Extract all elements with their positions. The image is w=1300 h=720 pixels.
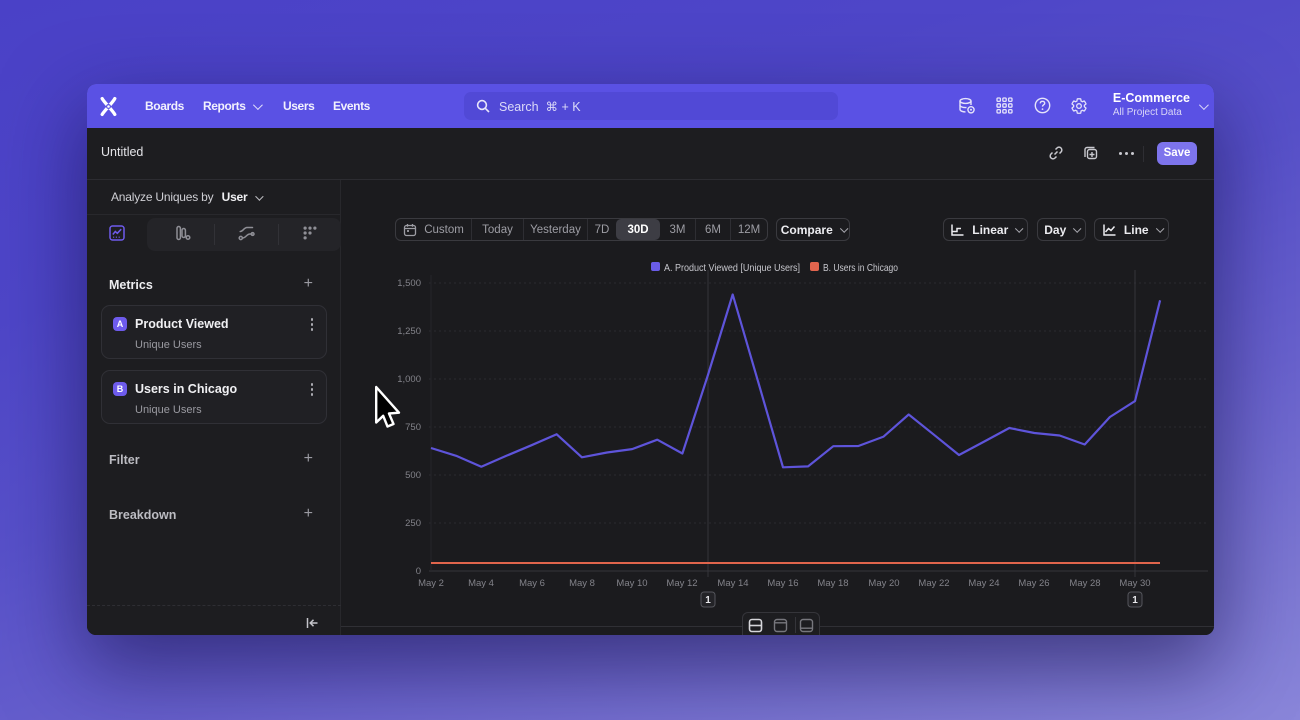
svg-text:1: 1 <box>705 595 711 606</box>
svg-text:0: 0 <box>416 566 421 577</box>
svg-text:May 14: May 14 <box>717 578 748 589</box>
svg-text:May 28: May 28 <box>1069 578 1100 589</box>
svg-text:May 8: May 8 <box>569 578 595 589</box>
svg-text:750: 750 <box>405 422 421 433</box>
svg-text:1,500: 1,500 <box>397 278 421 289</box>
svg-text:May 6: May 6 <box>519 578 545 589</box>
svg-text:May 12: May 12 <box>666 578 697 589</box>
svg-text:May 18: May 18 <box>817 578 848 589</box>
svg-text:May 10: May 10 <box>616 578 647 589</box>
svg-text:May 2: May 2 <box>418 578 444 589</box>
svg-text:May 22: May 22 <box>918 578 949 589</box>
svg-text:May 26: May 26 <box>1018 578 1049 589</box>
svg-text:1: 1 <box>1132 595 1138 606</box>
svg-text:1,250: 1,250 <box>397 326 421 337</box>
svg-text:May 4: May 4 <box>468 578 494 589</box>
svg-text:May 24: May 24 <box>968 578 999 589</box>
svg-text:A. Product Viewed [Unique User: A. Product Viewed [Unique Users] <box>664 262 800 274</box>
svg-text:May 30: May 30 <box>1119 578 1150 589</box>
svg-text:1,000: 1,000 <box>397 374 421 385</box>
svg-text:B. Users in Chicago: B. Users in Chicago <box>823 262 898 274</box>
svg-text:250: 250 <box>405 518 421 529</box>
svg-text:May 16: May 16 <box>767 578 798 589</box>
svg-text:500: 500 <box>405 470 421 481</box>
svg-text:May 20: May 20 <box>868 578 899 589</box>
